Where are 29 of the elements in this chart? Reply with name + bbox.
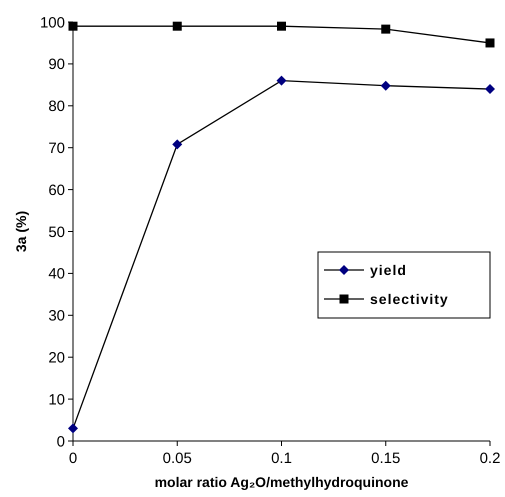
y-tick-label: 100 bbox=[40, 14, 65, 32]
y-tick-label: 90 bbox=[48, 56, 65, 74]
point bbox=[277, 22, 286, 31]
y-tick-label: 30 bbox=[48, 308, 65, 325]
point bbox=[380, 80, 391, 91]
point bbox=[172, 139, 182, 150]
y-tick-label: 20 bbox=[48, 349, 65, 366]
x-tick-label: 0.1 bbox=[271, 450, 292, 467]
y-tick-label: 70 bbox=[48, 140, 65, 157]
x-tick-label: 0.15 bbox=[371, 450, 400, 467]
point bbox=[276, 76, 286, 86]
y-tick-label: 80 bbox=[48, 98, 65, 116]
point bbox=[486, 38, 494, 48]
x-tick-label: 0.2 bbox=[480, 450, 500, 467]
x-tick-label: 0 bbox=[68, 450, 78, 467]
legend-label: yield bbox=[370, 262, 407, 278]
x-axis-title: molar ratio Ag₂O/methylhydroquinone bbox=[154, 474, 409, 490]
y-tick-label: 50 bbox=[48, 224, 65, 241]
point bbox=[381, 24, 390, 34]
legend-label: selectivity bbox=[370, 290, 449, 307]
x-tick-label: 0.05 bbox=[162, 450, 192, 467]
y-tick-label: 60 bbox=[48, 182, 65, 199]
point bbox=[68, 423, 78, 434]
y-tick-label: 0 bbox=[56, 433, 65, 450]
y-tick-label: 10 bbox=[48, 391, 65, 408]
y-tick-label: 40 bbox=[48, 266, 65, 283]
y-axis-title: 3a (%) bbox=[13, 210, 29, 252]
point bbox=[172, 22, 182, 31]
point bbox=[485, 84, 495, 94]
